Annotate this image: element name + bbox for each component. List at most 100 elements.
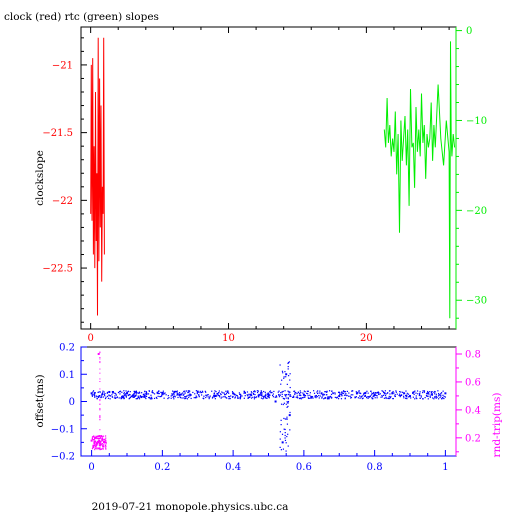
offset-outlier-dot (285, 403, 287, 405)
offset-scatter-dot (165, 394, 167, 396)
bottom-panel-tick-labels: 0 0.2 0.4 0.6 0.8 1 0.2 0.1 0 −0.1 −0.2 0.8 0.6 0.4 0.… (51, 343, 481, 474)
offset-scatter-dot (374, 393, 376, 395)
offset-scatter-dot (264, 391, 266, 393)
offset-scatter-dot (218, 390, 220, 392)
offset-scatter-dot (417, 393, 419, 395)
offset-scatter-dot (434, 393, 436, 395)
offset-scatter-dot (121, 391, 123, 393)
offset-scatter-dot (157, 391, 159, 393)
rndtrip-scatter-dot (92, 446, 95, 448)
offset-scatter-dot (162, 392, 165, 394)
offset-scatter-dot (144, 390, 146, 392)
offset-scatter-dot (115, 394, 118, 396)
offset-scatter-dot (222, 392, 224, 394)
offset-outlier-dot (281, 433, 284, 435)
rndtrip-scatter-dot (98, 448, 100, 450)
offset-scatter-dot (216, 395, 218, 397)
offset-scatter-dot (427, 395, 429, 397)
offset-scatter-dot (381, 394, 383, 397)
offset-scatter-dot (96, 397, 98, 400)
offset-scatter-dot (316, 391, 318, 393)
offset-scatter-dot (162, 390, 164, 392)
offset-scatter-dot (104, 395, 106, 397)
offset-scatter-dot (234, 397, 236, 399)
rndtrip-scatter-dot (98, 440, 100, 442)
offset-scatter-dot (106, 391, 109, 393)
rndtrip-scatter-dot (96, 437, 98, 440)
offset-scatter-dot (230, 395, 232, 397)
offset-scatter-dot (111, 390, 113, 393)
offset-scatter-dot (221, 391, 223, 393)
offset-scatter-dot (261, 395, 263, 397)
rndtrip-scatter-dot (99, 445, 101, 447)
offset-scatter-dot (106, 392, 108, 394)
offset-scatter-dot (258, 394, 260, 396)
offset-scatter-dot (116, 396, 118, 398)
offset-scatter-dot (309, 394, 311, 396)
offset-point (338, 395, 341, 398)
offset-scatter-dot (422, 390, 424, 392)
offset-scatter-dot (167, 395, 169, 397)
offset-scatter-dot (341, 395, 343, 397)
offset-scatter-dot (238, 392, 240, 394)
offset-scatter-dot (318, 392, 320, 394)
offset-scatter-dot (120, 397, 123, 399)
offset-scatter-dot (211, 390, 213, 392)
chart-title: clock (red) rtc (green) slopes (4, 11, 159, 23)
offset-scatter-dot (219, 393, 222, 395)
offset-outlier-dot (283, 417, 285, 420)
rndtrip-spike-dot (99, 362, 101, 364)
offset-scatter-dot (393, 392, 395, 394)
rndtrip-scatter-dot (98, 447, 101, 449)
offset-scatter-dot (250, 394, 252, 396)
offset-scatter-dot (263, 396, 265, 398)
offset-scatter-dot (384, 390, 386, 392)
bottom-panel-frame (80, 346, 457, 457)
offset-scatter-dot (413, 391, 415, 393)
offset-scatter-dot (141, 392, 143, 394)
offset-scatter-dot (304, 391, 306, 393)
offset-scatter-dot (142, 393, 144, 396)
offset-scatter-dot (254, 390, 256, 392)
bottom-y-axis-label: offset(ms) (34, 374, 46, 427)
offset-scatter-dot (109, 395, 111, 397)
offset-scatter-dot (392, 390, 394, 393)
offset-scatter-dot (174, 390, 177, 393)
offset-scatter-dot (171, 393, 173, 395)
offset-scatter-dot (229, 397, 231, 400)
offset-scatter-dot (104, 393, 106, 395)
offset-scatter-dot (303, 394, 305, 397)
offset-scatter-dot (319, 390, 321, 392)
offset-scatter-dot (412, 391, 414, 393)
offset-scatter-dot (345, 394, 347, 396)
offset-scatter-dot (378, 393, 380, 396)
offset-scatter-dot (176, 394, 178, 396)
offset-scatter-dot (367, 392, 369, 394)
offset-scatter-dot (101, 394, 103, 396)
offset-scatter-dot (95, 395, 97, 397)
offset-scatter-dot (337, 398, 340, 400)
offset-scatter-dot (268, 397, 270, 399)
offset-scatter-dot (180, 393, 183, 395)
offset-scatter-dot (406, 392, 408, 394)
offset-scatter-dot (91, 395, 94, 397)
offset-scatter-dot (303, 390, 305, 392)
offset-scatter-dot (114, 392, 116, 394)
offset-outlier-dot (284, 371, 286, 373)
offset-scatter-dot (444, 396, 447, 398)
rndtrip-scatter-dot (91, 438, 94, 440)
offset-scatter-dot (383, 393, 386, 395)
rndtrip-scatter-dot (95, 445, 97, 448)
offset-scatter-dot (435, 395, 437, 397)
offset-scatter-dot (349, 395, 351, 397)
offset-scatter-dot (339, 393, 341, 395)
offset-scatter-dot (228, 395, 230, 398)
rndtrip-scatter-dot (104, 435, 107, 437)
rndtrip-scatter-dot (99, 437, 101, 439)
offset-scatter-dot (308, 397, 310, 400)
top-right-y-tick-label: −20 (466, 206, 487, 217)
offset-scatter-dot (375, 392, 377, 394)
rndtrip-scatter-dot (101, 440, 103, 442)
offset-scatter-dot (265, 397, 267, 399)
offset-scatter-dot (136, 397, 139, 399)
